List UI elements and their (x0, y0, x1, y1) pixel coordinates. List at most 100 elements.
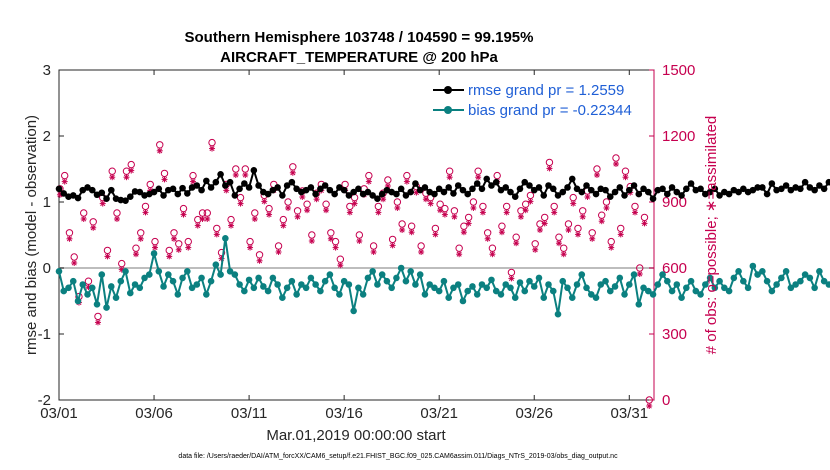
bias-point (336, 291, 343, 298)
rmse-point (768, 180, 776, 187)
bias-point (787, 284, 795, 292)
bias-point (122, 268, 129, 275)
bias-point (768, 287, 776, 295)
bias-point (65, 284, 72, 292)
rmse-point (578, 188, 586, 196)
rmse-point (88, 186, 96, 194)
rmse-point (293, 185, 300, 193)
bias-point (488, 276, 495, 284)
bias-point (302, 284, 310, 292)
rmse-point (469, 185, 476, 193)
obs-count-marker (612, 154, 620, 167)
obs-count-marker (308, 231, 316, 244)
obs-count-marker (151, 237, 159, 251)
obs-count-marker (132, 244, 140, 258)
rmse-point (644, 188, 652, 196)
bias-point (326, 271, 334, 278)
obs-count-marker (560, 244, 568, 258)
bias-point (454, 281, 462, 288)
bias-point (473, 291, 481, 298)
rmse-point (754, 184, 761, 191)
bias-point (692, 287, 700, 295)
x-axis-label: Mar.01,2019 00:00:00 start (266, 427, 446, 444)
rmse-point (706, 188, 714, 196)
obs-count-marker (156, 141, 164, 154)
rmse-point (107, 186, 115, 194)
y-tick-label-right: 300 (662, 326, 687, 343)
obs-count-marker (474, 167, 482, 181)
rmse-point (568, 175, 576, 183)
obs-count-marker (236, 193, 245, 207)
rmse-point (459, 186, 467, 194)
rmse-point (445, 184, 452, 191)
rmse-point (450, 190, 457, 197)
obs-count-marker (579, 207, 587, 220)
rmse-point (321, 182, 329, 189)
obs-count-marker (569, 193, 577, 207)
bias-point (245, 276, 253, 284)
y-tick-label-left: 1 (43, 194, 51, 211)
obs-count-marker (479, 202, 487, 216)
bias-point (131, 281, 139, 288)
obs-count-marker (160, 169, 169, 183)
rmse-point (150, 188, 158, 196)
obs-count-marker (507, 268, 516, 282)
obs-count-marker (165, 246, 173, 260)
rmse-point (778, 185, 785, 193)
y-axis-left-label: rmse and bias (model - observation) (23, 115, 40, 355)
rmse-point (507, 188, 514, 196)
y-tick-label-left: -1 (38, 326, 51, 343)
rmse-point (630, 182, 638, 189)
x-axis-ticks: 03/01 03/06 03/11 03/16 03/21 03/26 03/31 (40, 70, 648, 422)
obs-count-marker (232, 165, 240, 178)
x-tick-label: 03/01 (40, 405, 78, 422)
rmse-point (326, 186, 334, 194)
bias-point (573, 281, 581, 288)
rmse-series (55, 166, 830, 204)
bias-point (359, 291, 367, 298)
legend-label-rmse: rmse grand pr = 1.2559 (468, 82, 624, 99)
obs-count-marker (455, 244, 463, 258)
rmse-point (231, 192, 239, 199)
y-tick-label-left: 2 (43, 128, 51, 145)
bias-point (721, 284, 728, 292)
rmse-point (207, 184, 215, 191)
bias-point (440, 277, 448, 285)
rmse-point (255, 182, 262, 189)
rmse-point (554, 192, 562, 199)
rmse-point (678, 192, 685, 199)
bias-point (483, 284, 491, 292)
bias-point (744, 284, 752, 292)
bias-point (540, 294, 548, 302)
obs-count-marker (265, 204, 273, 218)
bias-point (269, 274, 277, 282)
bias-point (260, 283, 267, 290)
bias-point (231, 271, 239, 278)
rmse-point (393, 190, 400, 198)
bias-point (388, 284, 395, 292)
obs-count-marker (213, 224, 221, 238)
rmse-point (407, 188, 414, 196)
bias-point (716, 277, 723, 285)
bias-point (616, 274, 624, 282)
obs-count-marker (65, 229, 74, 242)
y-tick-label-right: 0 (662, 392, 670, 409)
rmse-point (687, 180, 695, 187)
bias-point (597, 281, 605, 288)
bias-point (179, 274, 186, 282)
bias-point (112, 294, 120, 302)
bias-point (568, 294, 576, 302)
bias-point (649, 291, 657, 298)
rmse-point (179, 184, 186, 192)
obs-count-marker (184, 237, 192, 251)
bias-point (378, 271, 386, 278)
rmse-point (226, 178, 234, 186)
bias-point (644, 287, 652, 295)
obs-count-marker (498, 222, 506, 236)
rmse-point (549, 185, 557, 193)
y-tick-label-right: 1500 (662, 62, 695, 79)
obs-count-marker (170, 229, 178, 242)
y-axis-left-ticks: -2 -1 0 1 2 3 (38, 62, 64, 409)
bias-point (654, 281, 662, 288)
obs-count-marker (426, 193, 435, 207)
